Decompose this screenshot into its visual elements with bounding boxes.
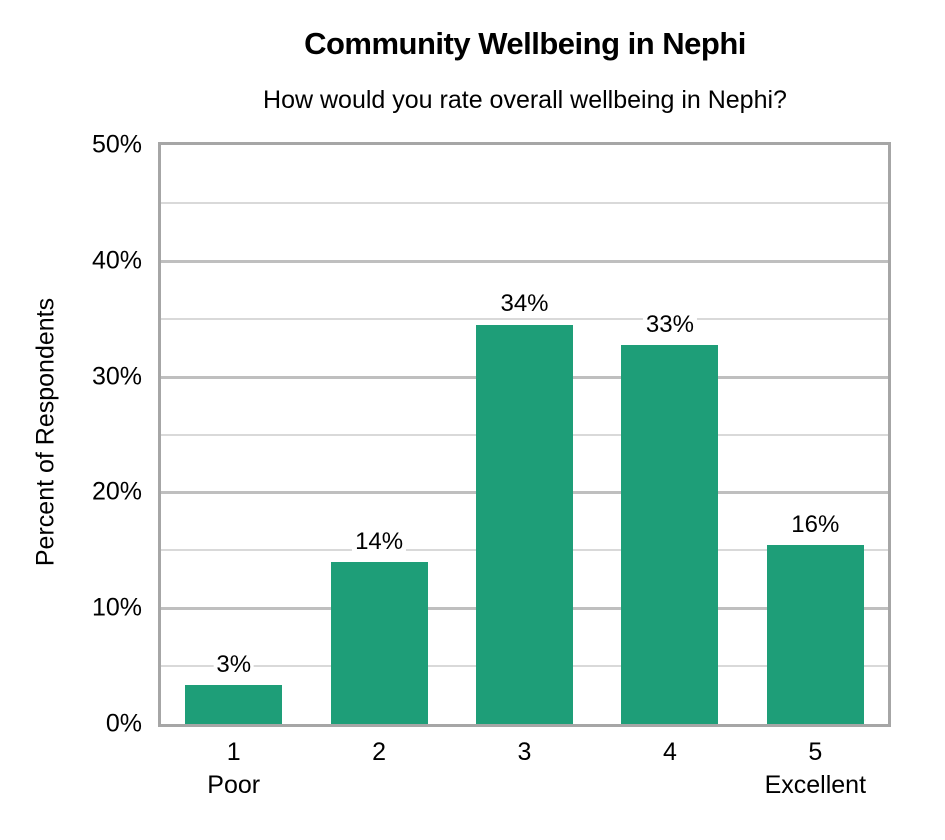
bar-3 [476,324,573,724]
chart-subtitle: How would you rate overall wellbeing in … [263,86,787,114]
y-tick-label: 30% [91,362,142,391]
x-tick-label: 3 [518,736,532,769]
bar-4 [621,345,719,724]
plot-area: 3% 14% 34% 33% 16% [158,142,891,727]
y-tick-label: 50% [91,130,142,159]
y-tick-label: 40% [91,246,142,275]
x-tick-number: 2 [372,738,387,766]
y-tick-label: 10% [91,593,142,622]
x-tick-number: 1 [226,738,241,766]
bar-1 [185,684,283,724]
minor-gridline [161,317,888,320]
x-tick-number: 4 [662,738,677,766]
bar-value-label: 3% [213,652,255,677]
bar-value-label: 33% [642,313,697,338]
x-tick-number: 5 [808,738,823,766]
y-axis-label: Percent of Respondents [31,297,60,567]
x-tick-label: 4 [663,736,677,769]
x-tick-label: 1 Poor [207,736,260,801]
y-tick-label: 0% [105,709,142,738]
chart-title: Community Wellbeing in Nephi [304,26,746,61]
bar-2 [330,561,428,724]
bar-value-label: 14% [352,529,407,554]
minor-gridline [161,201,888,204]
major-gridline [161,259,888,263]
x-tick-number: 3 [517,738,532,766]
x-tick-sublabel: Poor [207,770,261,799]
bar-5 [766,544,864,724]
bar-value-label: 16% [788,512,843,537]
x-tick-sublabel: Excellent [764,770,867,799]
x-tick-label: 5 Excellent [765,736,866,801]
bar-value-label: 34% [497,292,552,317]
y-tick-label: 20% [91,477,142,506]
x-tick-label: 2 [372,736,386,769]
